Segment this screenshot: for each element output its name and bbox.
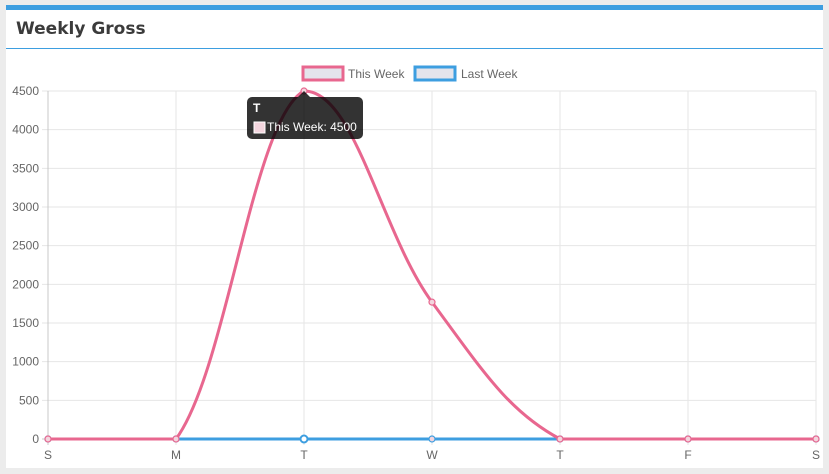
x-tick-label: T: [300, 448, 308, 462]
y-tick-label: 2500: [12, 239, 39, 253]
last-week-point: [428, 435, 436, 443]
this-week-point: [812, 435, 820, 443]
weekly-gross-panel: Weekly Gross: [6, 5, 823, 468]
tooltip-swatch: [253, 121, 266, 134]
panel-header: Weekly Gross: [6, 10, 823, 49]
x-tick-label: M: [171, 448, 181, 462]
y-tick-label: 1000: [12, 355, 39, 369]
x-tick-label: T: [556, 448, 564, 462]
tooltip-caret: [298, 91, 310, 97]
y-tick-label: 500: [19, 393, 39, 407]
panel-title: Weekly Gross: [16, 19, 146, 39]
legend-swatch-this-week: [301, 65, 345, 82]
this-week-point: [172, 435, 180, 443]
x-tick-label: S: [812, 448, 820, 462]
tooltip-box: [247, 97, 363, 139]
legend-swatch-last-week: [413, 65, 457, 82]
y-tick-label: 1500: [12, 316, 39, 330]
this-week-point: [44, 435, 52, 443]
legend-label-this-week: This Week: [348, 67, 405, 81]
y-tick-label: 3500: [12, 161, 39, 175]
y-tick-label: 4000: [12, 123, 39, 137]
y-tick-label: 3000: [12, 200, 39, 214]
tooltip-label: This Week: 4500: [267, 120, 357, 134]
x-tick-label: S: [44, 448, 52, 462]
y-tick-label: 0: [32, 432, 39, 446]
this-week-point: [556, 435, 564, 443]
this-week-point: [428, 298, 436, 306]
this-week-line: [48, 89, 816, 441]
y-tick-label: 4500: [12, 84, 39, 98]
legend-label-last-week: Last Week: [461, 67, 518, 81]
last-week-hover-point: [299, 434, 309, 444]
y-tick-label: 2000: [12, 277, 39, 291]
x-tick-label: W: [426, 448, 438, 462]
tooltip-title: T: [253, 101, 261, 115]
x-tick-label: F: [684, 448, 691, 462]
this-week-point: [684, 435, 692, 443]
